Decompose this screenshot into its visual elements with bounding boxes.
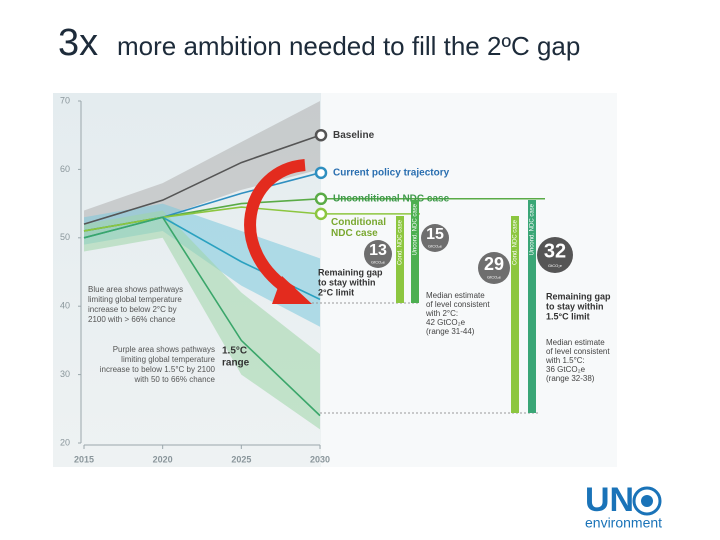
annotation: to stay within — [546, 301, 604, 311]
annotation: 2°C limit — [318, 287, 354, 297]
gap-unit: GtCO₂e — [487, 275, 502, 280]
y-tick-label: 50 — [60, 232, 70, 242]
annotation: with 1.5°C: — [545, 356, 585, 365]
gap-bar-label: Uncond. NDC case — [530, 203, 536, 255]
gap-badge — [478, 252, 510, 284]
un-logo: UN environment — [585, 481, 662, 531]
gap-unit: GtCO₂e — [428, 243, 443, 248]
x-tick-label: 2030 — [310, 454, 330, 464]
annotation: limiting global temperature — [121, 355, 215, 364]
annotation: Blue area shows pathways — [88, 285, 183, 294]
arrow-head — [272, 276, 312, 304]
series-label: Conditional NDC case — [331, 217, 386, 239]
gap-bar — [511, 216, 519, 413]
annotation: Median estimate — [426, 291, 485, 300]
annotation: (range 31-44) — [426, 327, 475, 336]
gap-badge — [421, 224, 449, 252]
annotation: of level consistent — [426, 300, 490, 309]
gap-value: 32 — [544, 240, 566, 262]
annotation: (range 32-38) — [546, 374, 595, 383]
series-end-marker — [314, 166, 328, 180]
logo-globe — [632, 486, 662, 516]
logo-mark: UN — [585, 481, 634, 519]
series-line — [83, 134, 321, 225]
series-end-marker — [314, 128, 328, 142]
series-label: Baseline — [333, 130, 375, 141]
gap-bar-label: Cond. NDC case — [398, 219, 404, 265]
annotation: limiting global temperature — [88, 295, 182, 304]
x-tick-label: 2020 — [153, 454, 173, 464]
y-tick-label: 70 — [60, 95, 70, 105]
annotation: increase to below 2°C by — [88, 305, 177, 314]
series-label: Unconditional NDC case — [333, 193, 450, 204]
series-label: Current policy trajectory — [333, 167, 450, 178]
gap-value: 15 — [426, 226, 444, 243]
logo-name: environment — [585, 515, 662, 531]
annotation: 1.5°C — [222, 346, 247, 357]
annotation: Remaining gap — [546, 291, 611, 301]
y-tick-label: 60 — [60, 164, 70, 174]
gap-value: 13 — [369, 242, 387, 259]
gap-value: 29 — [484, 254, 504, 274]
annotation-panel — [321, 93, 617, 467]
x-tick-label: 2025 — [231, 454, 251, 464]
annotation: Median estimate — [546, 338, 605, 347]
gap-bar-label: Uncond. NDC case — [413, 203, 419, 255]
gap-bar — [528, 200, 536, 413]
gap-bar-label: Cond. NDC case — [513, 219, 519, 265]
gap-bar — [411, 200, 419, 303]
gap-unit: GtCO₂e — [548, 263, 563, 268]
y-tick-label: 30 — [60, 369, 70, 379]
y-tick-label: 40 — [60, 301, 70, 311]
gap-badge — [364, 240, 392, 268]
annotation: of level consistent — [546, 347, 610, 356]
band — [84, 101, 320, 238]
series-end-marker — [314, 192, 328, 206]
annotation: range — [222, 358, 250, 369]
annotation: 1.5°C limit — [546, 311, 590, 321]
annotation: 36 GtCO₂e — [546, 365, 586, 374]
annotation: Remaining gap — [318, 267, 383, 277]
arrow — [244, 159, 306, 298]
gap-bar — [396, 216, 404, 303]
logo-globe-core — [641, 495, 653, 507]
title-lead: 3x — [58, 22, 98, 64]
annotation: Purple area shows pathways — [113, 345, 215, 354]
annotation: 2100 with > 66% chance — [88, 315, 176, 324]
band — [84, 210, 320, 430]
annotation: with 50 to 66% chance — [134, 375, 216, 384]
series-line — [83, 216, 321, 417]
annotation: to stay within — [318, 277, 376, 287]
x-tick-label: 2015 — [74, 454, 94, 464]
series-line — [83, 206, 321, 232]
gap-unit: GtCO₂e — [371, 259, 386, 264]
series-end-marker — [314, 207, 328, 221]
annotation: 42 GtCO₂e — [426, 318, 466, 327]
gap-badge — [537, 237, 573, 273]
y-tick-label: 20 — [60, 437, 70, 447]
annotation: increase to below 1.5°C by 2100 — [100, 365, 216, 374]
title: more ambition needed to fill the 2ºC gap — [117, 31, 580, 61]
annotation: with 2°C: — [425, 309, 458, 318]
